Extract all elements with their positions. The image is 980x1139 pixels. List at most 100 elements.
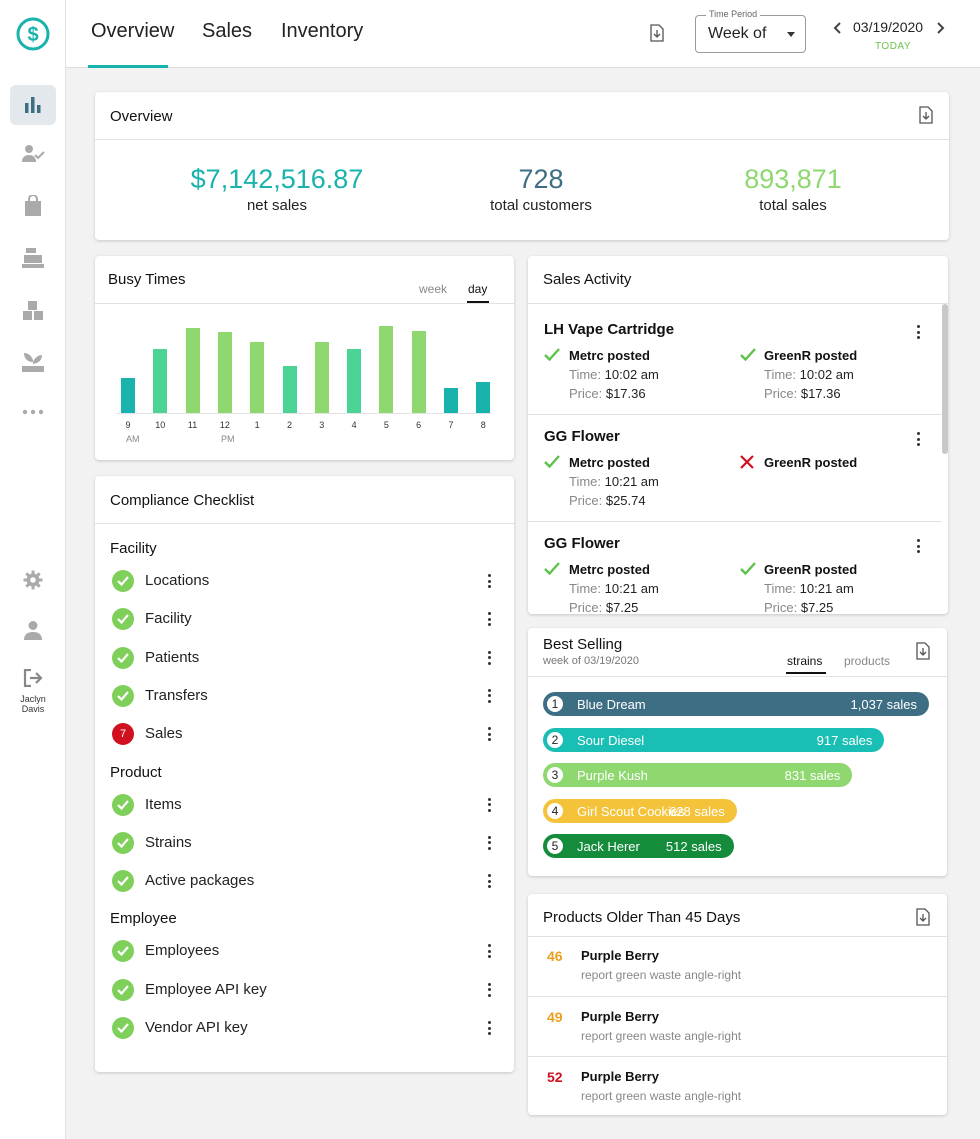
tab-overview[interactable]: Overview xyxy=(91,20,175,42)
kebab-menu-icon[interactable] xyxy=(488,574,492,591)
check-icon xyxy=(544,562,560,580)
divider xyxy=(528,521,942,522)
gear-icon[interactable] xyxy=(10,560,56,600)
active-subtab-indicator xyxy=(467,301,489,303)
strain-name: Sour Diesel xyxy=(577,732,645,748)
dollar-logo-icon[interactable]: $ xyxy=(10,14,56,54)
kebab-menu-icon[interactable] xyxy=(488,944,492,961)
cash-register-icon[interactable] xyxy=(10,238,56,278)
x-icon xyxy=(740,455,754,474)
check-circle-icon xyxy=(112,793,134,816)
check-icon xyxy=(740,562,756,580)
chart-baseline xyxy=(116,413,491,414)
strain-sales: 512 sales xyxy=(665,839,722,854)
price-value: $17.36 xyxy=(800,386,841,401)
posted-price: Price: $7.25 xyxy=(764,600,833,615)
tab-inventory[interactable]: Inventory xyxy=(281,20,364,42)
rank-badge: 2 xyxy=(545,729,565,750)
download-icon[interactable] xyxy=(650,24,664,47)
strain-name: Girl Scout Cookies xyxy=(577,803,685,819)
x-tick-label: 9 xyxy=(125,420,131,430)
sign-out-icon[interactable] xyxy=(10,658,56,698)
tab-strains[interactable]: strains xyxy=(787,654,823,668)
rank-badge: 4 xyxy=(545,800,565,821)
best-selling-bar[interactable]: 1 Blue Dream 1,037 sales xyxy=(543,692,929,716)
x-tick-label: 12 xyxy=(219,420,230,430)
tab-sales[interactable]: Sales xyxy=(202,20,253,42)
chart-bar xyxy=(444,388,458,413)
checklist-item-label: Locations xyxy=(145,572,210,589)
kebab-menu-icon[interactable] xyxy=(917,325,921,342)
posted-time: Time: 10:02 am xyxy=(764,367,854,382)
shopping-bag-icon[interactable] xyxy=(10,186,56,226)
check-circle-icon xyxy=(112,831,134,854)
kebab-menu-icon[interactable] xyxy=(488,612,492,629)
price-value: $7.25 xyxy=(800,600,834,615)
chart-bar xyxy=(314,341,329,413)
tab-day[interactable]: day xyxy=(468,282,488,296)
divider xyxy=(528,414,942,415)
am-label: AM xyxy=(126,434,140,444)
more-horizontal-icon[interactable] xyxy=(10,392,56,432)
today-link[interactable]: TODAY xyxy=(875,41,912,52)
kebab-menu-icon[interactable] xyxy=(917,539,921,556)
kebab-menu-icon[interactable] xyxy=(488,1021,492,1038)
best-selling-bar[interactable]: 5 Jack Herer 512 sales xyxy=(543,834,734,858)
best-selling-bar[interactable]: 3 Purple Kush 831 sales xyxy=(543,763,853,787)
price-label: Price: xyxy=(569,600,606,615)
best-selling-bar[interactable]: 2 Sour Diesel 917 sales xyxy=(543,727,885,752)
price-label: Price: xyxy=(764,600,801,615)
best-selling-title: Best Selling xyxy=(543,636,623,653)
scrollbar-thumb[interactable] xyxy=(942,304,948,454)
kebab-menu-icon[interactable] xyxy=(488,727,492,744)
chart-bar xyxy=(379,325,394,413)
active-subtab-indicator xyxy=(786,672,826,674)
best-selling-subtitle: week of 03/19/2020 xyxy=(543,655,640,667)
kebab-menu-icon[interactable] xyxy=(488,835,492,853)
kebab-menu-icon[interactable] xyxy=(488,688,492,706)
chart-bar xyxy=(250,341,265,413)
report-green-waste-link[interactable]: report green waste angle-right xyxy=(581,1089,742,1103)
report-green-waste-link[interactable]: report green waste angle-right xyxy=(581,968,742,982)
download-icon[interactable] xyxy=(919,106,933,129)
download-icon[interactable] xyxy=(916,642,930,665)
strain-name: Jack Herer xyxy=(577,839,640,854)
x-tick-label: 1 xyxy=(254,420,260,430)
plant-icon[interactable] xyxy=(10,342,56,382)
total-sales-label: total sales xyxy=(759,197,827,214)
product-name: Purple Berry xyxy=(581,948,660,963)
chart-bar xyxy=(282,366,297,413)
top-header xyxy=(66,0,980,68)
strain-name: Blue Dream xyxy=(577,697,646,712)
sales-activity-product: GG Flower xyxy=(544,535,620,552)
kebab-menu-icon[interactable] xyxy=(488,982,492,1000)
sales-activity-title: Sales Activity xyxy=(543,271,632,288)
bar-chart-icon[interactable] xyxy=(10,85,56,125)
rank-badge: 5 xyxy=(545,836,565,856)
tab-week[interactable]: week xyxy=(419,282,448,296)
tab-products[interactable]: products xyxy=(844,654,891,668)
best-selling-bar[interactable]: 4 Girl Scout Cookies 628 sales xyxy=(543,798,737,823)
report-green-waste-link[interactable]: report green waste angle-right xyxy=(581,1028,742,1043)
chevron-right-icon[interactable] xyxy=(937,21,945,39)
kebab-menu-icon[interactable] xyxy=(488,650,492,668)
kebab-menu-icon[interactable] xyxy=(488,797,492,815)
kebab-menu-icon[interactable] xyxy=(917,432,921,449)
time-label: Time: xyxy=(569,367,605,382)
strain-sales: 628 sales xyxy=(669,803,725,819)
kebab-menu-icon[interactable] xyxy=(488,874,492,891)
posted-price: Price: $17.36 xyxy=(764,386,841,401)
product-name: Purple Berry xyxy=(581,1069,660,1084)
user-name[interactable]: Jaclyn Davis xyxy=(20,694,46,714)
section-heading: Product xyxy=(110,763,162,781)
time-label: Time: xyxy=(764,581,800,596)
user-check-icon[interactable] xyxy=(10,134,56,174)
chevron-left-icon[interactable] xyxy=(833,21,841,39)
sales-activity-product: LH Vape Cartridge xyxy=(544,321,675,338)
boxes-icon[interactable] xyxy=(10,290,56,330)
download-icon[interactable] xyxy=(916,908,930,931)
user-icon[interactable] xyxy=(10,610,56,650)
time-value: 10:02 am xyxy=(799,367,854,382)
x-tick-label: 7 xyxy=(448,420,454,430)
posted-time: Time: 10:21 am xyxy=(569,581,659,596)
